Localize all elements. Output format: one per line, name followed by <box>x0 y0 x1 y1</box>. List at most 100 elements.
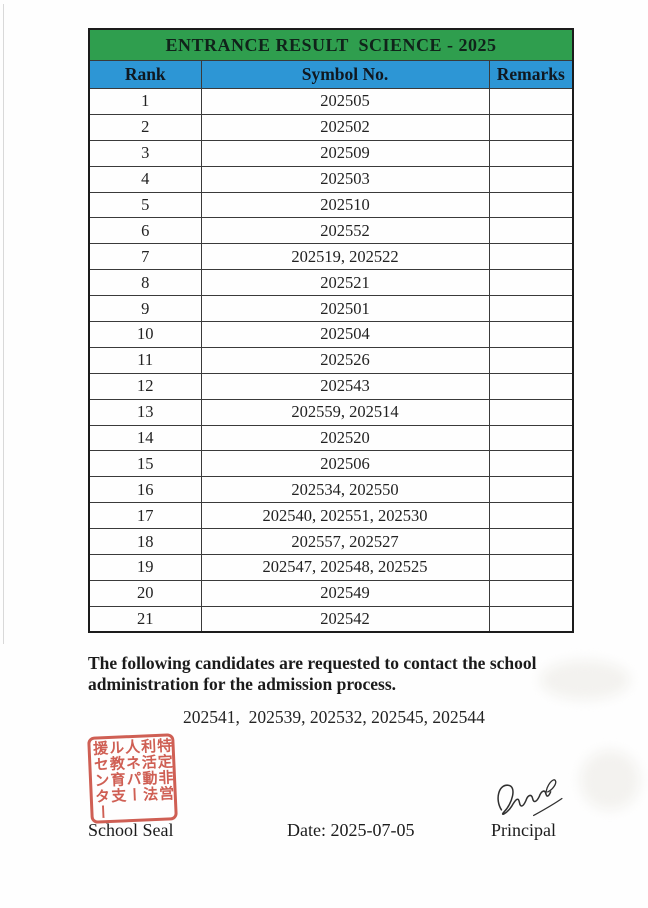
rank-cell: 19 <box>88 554 202 581</box>
symbol-cell: 202549 <box>200 579 490 607</box>
table-row: 4 202503 <box>88 165 574 193</box>
rank-cell: 18 <box>88 528 202 556</box>
table-row: 9 202501 <box>88 295 574 323</box>
school-seal-label: School Seal <box>88 820 174 840</box>
rank-cell: 7 <box>88 243 202 271</box>
rank-cell: 12 <box>88 372 202 400</box>
rank-cell: 1 <box>88 88 202 115</box>
result-table-body: 1 202505 2 202502 3 202509 4 202503 5 202510 6 2025… <box>88 88 574 633</box>
scan-smudge <box>540 660 630 700</box>
rank-cell: 9 <box>88 295 202 323</box>
rank-cell: 20 <box>88 579 202 607</box>
symbol-cell: 202505 <box>200 88 490 115</box>
table-title-row: ENTRANCE RESULT SCIENCE - 2025 <box>88 28 574 61</box>
symbol-cell: 202510 <box>200 191 490 219</box>
table-row: 11 202526 <box>88 346 574 374</box>
principal-signature <box>497 779 563 817</box>
table-header-row: Rank Symbol No. Remarks <box>88 60 574 89</box>
remarks-cell <box>488 450 574 478</box>
rank-cell: 4 <box>88 165 202 193</box>
table-row: 16 202534, 202550 <box>88 476 574 504</box>
page-title: ENTRANCE RESULT SCIENCE - 2025 <box>88 28 574 61</box>
symbol-cell: 202542 <box>200 605 490 633</box>
remarks-cell <box>488 398 574 426</box>
rank-cell: 2 <box>88 113 202 141</box>
symbol-cell: 202506 <box>200 450 490 478</box>
remarks-cell <box>488 424 574 452</box>
table-row: 5 202510 <box>88 191 574 219</box>
rank-cell: 11 <box>88 346 202 374</box>
rank-cell: 15 <box>88 450 202 478</box>
symbol-cell: 202540, 202551, 202530 <box>200 502 490 530</box>
table-row: 14 202520 <box>88 424 574 452</box>
table-row: 20 202549 <box>88 579 574 607</box>
admission-notice: The following candidates are requested t… <box>88 653 537 694</box>
table-row: 1 202505 <box>88 88 574 115</box>
symbol-cell: 202501 <box>200 295 490 323</box>
symbol-cell: 202502 <box>200 113 490 141</box>
rank-cell: 14 <box>88 424 202 452</box>
date-label: Date: 2025-07-05 <box>287 820 415 840</box>
symbol-cell: 202557, 202527 <box>200 528 490 556</box>
rank-cell: 21 <box>88 605 202 633</box>
rank-cell: 16 <box>88 476 202 504</box>
column-header-rank: Rank <box>88 60 202 89</box>
table-row: 21 202542 <box>88 605 574 633</box>
symbol-cell: 202520 <box>200 424 490 452</box>
rank-cell: 17 <box>88 502 202 530</box>
remarks-cell <box>488 554 574 581</box>
table-row: 2 202502 <box>88 113 574 141</box>
remarks-cell <box>488 88 574 115</box>
remarks-cell <box>488 476 574 504</box>
remarks-cell <box>488 579 574 607</box>
school-seal-stamp: 特定非営 利活動法 人ネパー ル教育支 援センター <box>87 733 178 824</box>
rank-cell: 3 <box>88 139 202 167</box>
scan-artifact-line <box>3 4 4 644</box>
column-header-remarks: Remarks <box>488 60 574 89</box>
table-row: 17 202540, 202551, 202530 <box>88 502 574 530</box>
symbol-cell: 202503 <box>200 165 490 193</box>
remarks-cell <box>488 605 574 633</box>
rank-cell: 10 <box>88 321 202 348</box>
rank-cell: 5 <box>88 191 202 219</box>
remarks-cell <box>488 321 574 348</box>
remarks-cell <box>488 113 574 141</box>
seal-text: 特定非営 利活動法 人ネパー ル教育支 援センター <box>90 736 174 821</box>
table-row: 12 202543 <box>88 372 574 400</box>
remarks-cell <box>488 165 574 193</box>
symbol-cell: 202519, 202522 <box>200 243 490 271</box>
table-row: 10 202504 <box>88 321 574 348</box>
remarks-cell <box>488 502 574 530</box>
column-header-symbol: Symbol No. <box>200 60 490 89</box>
table-row: 19 202547, 202548, 202525 <box>88 554 574 581</box>
scan-smudge <box>580 750 640 810</box>
symbol-cell: 202543 <box>200 372 490 400</box>
table-row: 18 202557, 202527 <box>88 528 574 556</box>
symbol-cell: 202509 <box>200 139 490 167</box>
symbol-cell: 202521 <box>200 269 490 297</box>
remarks-cell <box>488 295 574 323</box>
rank-cell: 13 <box>88 398 202 426</box>
remarks-cell <box>488 191 574 219</box>
remarks-cell <box>488 139 574 167</box>
rank-cell: 8 <box>88 269 202 297</box>
remarks-cell <box>488 346 574 374</box>
remarks-cell <box>488 528 574 556</box>
table-row: 6 202552 <box>88 217 574 245</box>
symbol-cell: 202547, 202548, 202525 <box>200 554 490 581</box>
rank-cell: 6 <box>88 217 202 245</box>
symbol-cell: 202534, 202550 <box>200 476 490 504</box>
remarks-cell <box>488 372 574 400</box>
symbol-cell: 202526 <box>200 346 490 374</box>
principal-label: Principal <box>491 820 556 840</box>
table-row: 15 202506 <box>88 450 574 478</box>
contact-symbol-numbers: 202541, 202539, 202532, 202545, 202544 <box>183 707 485 727</box>
symbol-cell: 202504 <box>200 321 490 348</box>
symbol-cell: 202552 <box>200 217 490 245</box>
symbol-cell: 202559, 202514 <box>200 398 490 426</box>
table-row: 13 202559, 202514 <box>88 398 574 426</box>
table-row: 7 202519, 202522 <box>88 243 574 271</box>
table-row: 3 202509 <box>88 139 574 167</box>
remarks-cell <box>488 243 574 271</box>
result-table: ENTRANCE RESULT SCIENCE - 2025 Rank Symb… <box>88 28 574 634</box>
